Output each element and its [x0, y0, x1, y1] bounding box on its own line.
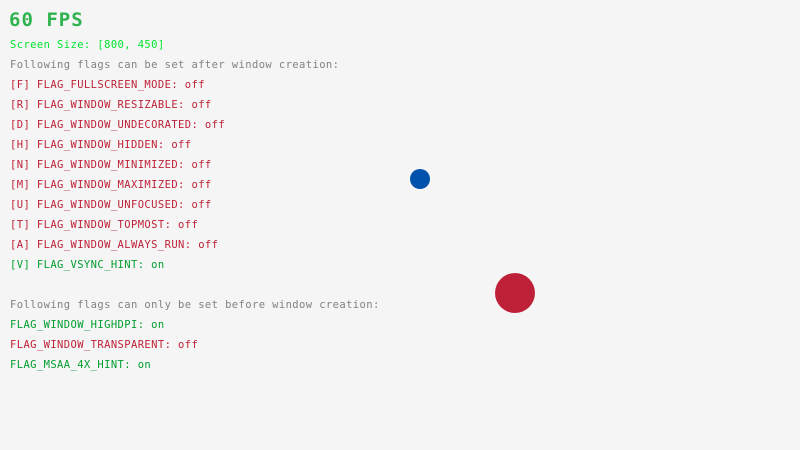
flag-status-item: [D] FLAG_WINDOW_UNDECORATED: off — [10, 119, 226, 131]
flag-status-item: [T] FLAG_WINDOW_TOPMOST: off — [10, 219, 199, 231]
flag-status-item: [F] FLAG_FULLSCREEN_MODE: off — [10, 79, 205, 91]
flag-status-item: [A] FLAG_WINDOW_ALWAYS_RUN: off — [10, 239, 219, 251]
fps-counter: 60 FPS — [9, 9, 84, 31]
flag-status-item: [V] FLAG_VSYNC_HINT: on — [10, 259, 165, 271]
flag-status-item: FLAG_WINDOW_TRANSPARENT: off — [10, 339, 199, 351]
flag-status-item: FLAG_MSAA_4X_HINT: on — [10, 359, 152, 371]
flag-status-item: FLAG_WINDOW_HIGHDPI: on — [10, 319, 165, 331]
flag-status-item: [H] FLAG_WINDOW_HIDDEN: off — [10, 139, 192, 151]
flag-status-item: [R] FLAG_WINDOW_RESIZABLE: off — [10, 99, 212, 111]
screen-size-text: Screen Size: [800, 450] — [10, 39, 165, 51]
flag-status-item: [M] FLAG_WINDOW_MAXIMIZED: off — [10, 179, 212, 191]
bouncing-ball-large — [495, 273, 535, 313]
flag-status-item: [U] FLAG_WINDOW_UNFOCUSED: off — [10, 199, 212, 211]
bouncing-ball-small — [410, 169, 430, 189]
flag-status-item: [N] FLAG_WINDOW_MINIMIZED: off — [10, 159, 212, 171]
after-creation-header: Following flags can be set after window … — [10, 59, 340, 71]
before-creation-header: Following flags can only be set before w… — [10, 299, 380, 311]
